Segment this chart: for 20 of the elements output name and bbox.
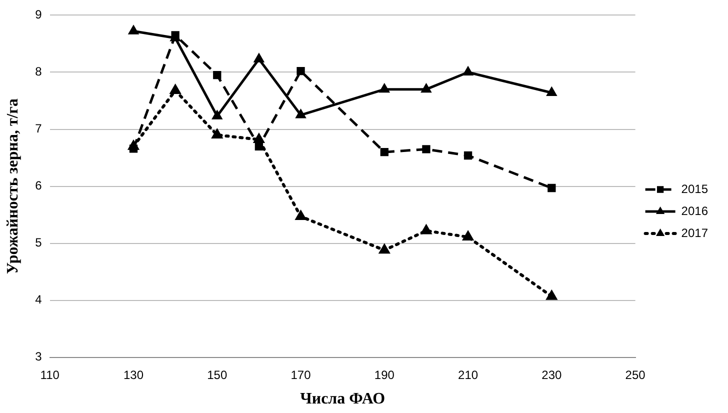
y-tick-label: 8 <box>35 64 42 79</box>
x-tick-label: 250 <box>625 368 646 382</box>
x-tick-label: 170 <box>290 368 312 382</box>
y-tick-label: 6 <box>35 178 42 193</box>
y-axis-title: Урожайность зерна, т/га <box>4 98 22 274</box>
x-tick-label: 190 <box>374 368 395 382</box>
y-tick-label: 4 <box>35 292 42 307</box>
x-tick-label: 150 <box>207 368 228 382</box>
legend-label: 2016 <box>681 204 708 218</box>
y-tick-label: 5 <box>35 236 42 250</box>
y-tick-label: 7 <box>35 122 42 136</box>
y-tick-label: 3 <box>35 350 42 364</box>
legend-label: 2017 <box>681 226 708 240</box>
x-tick-label: 110 <box>40 368 60 382</box>
x-tick-label: 130 <box>123 368 144 382</box>
x-tick-label: 230 <box>542 368 562 382</box>
y-tick-label: 9 <box>35 8 42 22</box>
x-axis-title: Числа ФАО <box>300 390 386 408</box>
legend-label: 2015 <box>681 182 708 196</box>
x-tick-label: 210 <box>458 368 478 382</box>
